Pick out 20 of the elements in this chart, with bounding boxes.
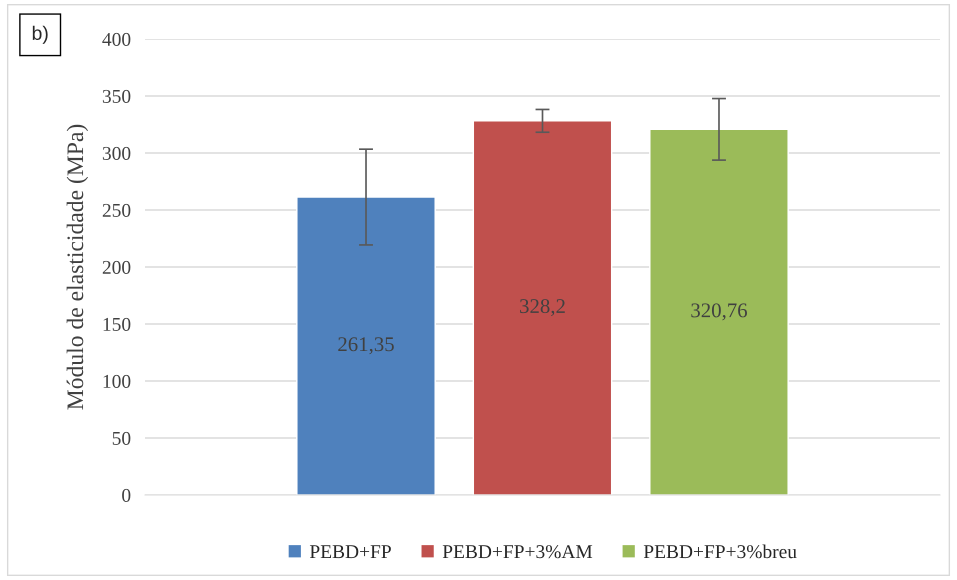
y-tick-label: 100	[104, 374, 130, 388]
legend-label: PEBD+FP	[310, 545, 391, 558]
bar	[472, 120, 612, 495]
bar	[296, 196, 436, 495]
y-tick-label: 350	[102, 90, 130, 103]
data-label: 328,2	[520, 299, 565, 316]
y-tick-label: 200	[102, 260, 130, 274]
legend-label: PEBD+FP+3%breu	[644, 544, 797, 558]
data-label: 320,76	[691, 303, 748, 320]
text: b)	[32, 26, 48, 44]
y-tick-label: 300	[102, 146, 130, 160]
y-tick-label: 0	[122, 488, 130, 502]
bar	[649, 128, 789, 495]
y-tick-label: 50	[112, 432, 130, 445]
y-tick-label: 150	[104, 318, 130, 331]
y-tick-label: 250	[102, 204, 130, 217]
y-tick-label: 400	[102, 32, 130, 46]
legend-label: PEBD+FP+3%AM	[442, 545, 592, 558]
y-axis-title: Módulo de elasticidade (MPa)	[66, 124, 88, 410]
data-label: 261,35	[338, 337, 394, 354]
